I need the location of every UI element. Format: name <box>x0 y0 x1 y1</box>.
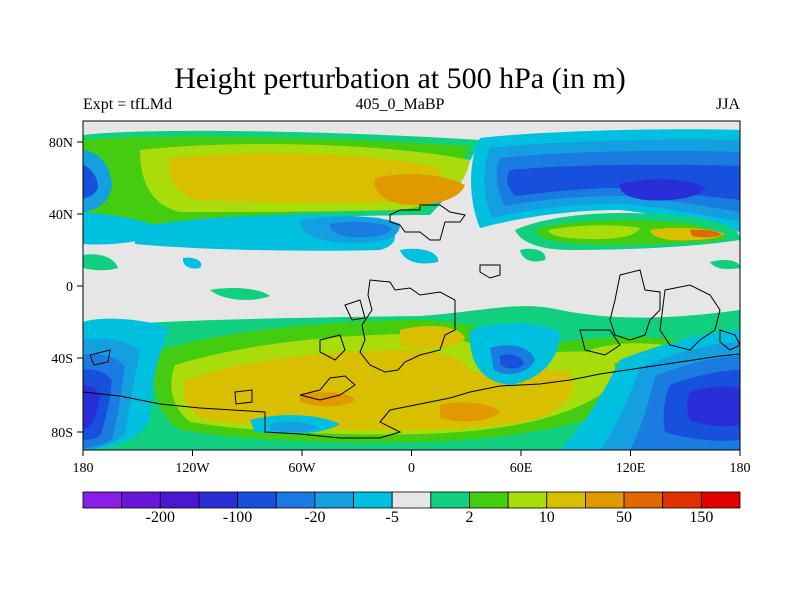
colorbar-swatch <box>314 491 354 509</box>
colorbar-label: 150 <box>689 509 714 526</box>
lat-tick-label: 80N <box>49 136 73 151</box>
colorbar-swatch <box>275 491 316 509</box>
colorbar-swatch <box>121 491 161 509</box>
colorbar-label: -200 <box>145 509 175 526</box>
colorbar-swatch <box>198 491 238 509</box>
colorbar-swatch <box>700 491 741 509</box>
colorbar-label: 50 <box>616 509 633 526</box>
colorbar-swatch <box>585 491 625 509</box>
experiment-label: Expt = tfLMd <box>83 96 173 113</box>
colorbar-swatch <box>662 491 702 509</box>
lat-tick-label: 40N <box>49 208 73 223</box>
period-label: 405_0_MaBP <box>355 96 445 113</box>
colorbar-swatch <box>353 491 393 509</box>
lat-tick-label: 40S <box>51 352 73 367</box>
longitude-axis: 180 120W 60W 0 60E 120E 180 <box>73 450 751 476</box>
plot-title: Height perturbation at 500 hPa (in m) <box>174 62 626 95</box>
colorbar-label: -5 <box>385 509 399 526</box>
colorbar <box>82 491 741 509</box>
colorbar-swatch <box>159 491 200 509</box>
map-field <box>83 121 740 450</box>
lon-tick-label: 120E <box>616 461 646 476</box>
colorbar-swatch <box>391 491 432 509</box>
colorbar-swatch <box>469 491 509 509</box>
season-label: JJA <box>715 96 740 113</box>
lat-tick-label: 80S <box>51 426 73 441</box>
lat-tick-label: 0 <box>66 280 73 295</box>
colorbar-swatch <box>82 491 123 509</box>
colorbar-label: 2 <box>465 509 474 526</box>
lon-tick-label: 180 <box>730 461 751 476</box>
colorbar-swatch <box>507 491 548 509</box>
colorbar-label: -100 <box>222 509 253 526</box>
lon-tick-label: 0 <box>408 461 415 476</box>
colorbar-swatch <box>430 491 470 509</box>
lon-tick-label: 60W <box>288 461 316 476</box>
lon-tick-label: 60E <box>510 461 533 476</box>
lon-tick-label: 120W <box>175 461 210 476</box>
colorbar-label: 10 <box>538 509 555 526</box>
colorbar-swatch <box>237 491 277 509</box>
colorbar-swatch <box>623 491 664 509</box>
colorbar-swatch <box>546 491 586 509</box>
colorbar-label: -20 <box>304 509 326 526</box>
lon-tick-label: 180 <box>73 461 94 476</box>
latitude-axis: 80N 40N 0 40S 80S <box>49 136 83 441</box>
